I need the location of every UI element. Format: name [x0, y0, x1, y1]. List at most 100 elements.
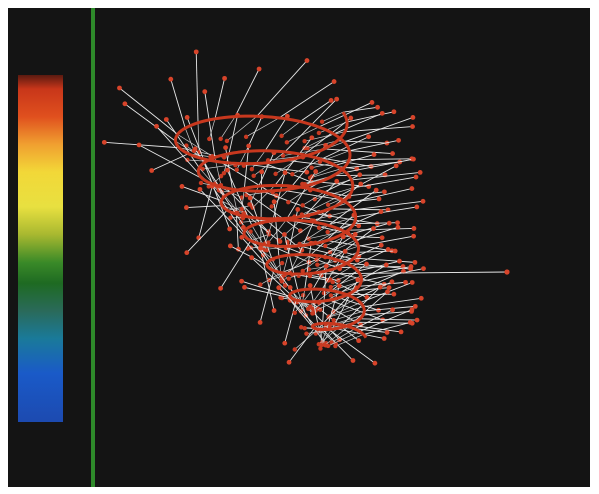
spoke — [335, 154, 375, 166]
node — [382, 189, 387, 195]
spoke — [355, 281, 393, 300]
node — [331, 79, 337, 84]
spoke — [284, 254, 311, 276]
node — [412, 303, 418, 309]
node — [334, 96, 340, 102]
node — [168, 76, 174, 82]
node — [356, 223, 362, 229]
helix — [173, 111, 368, 339]
spoke — [288, 188, 309, 203]
spoke — [236, 151, 247, 170]
node — [241, 224, 246, 230]
node — [325, 343, 331, 349]
node — [279, 279, 284, 284]
spoke — [333, 310, 365, 321]
spoke — [353, 200, 424, 211]
node — [408, 264, 414, 269]
spoke — [232, 191, 238, 214]
node — [185, 157, 190, 163]
spoke — [177, 134, 213, 157]
node — [420, 198, 426, 204]
node — [409, 280, 415, 285]
node — [372, 360, 378, 366]
node — [300, 268, 305, 274]
spoke — [304, 243, 312, 290]
node — [309, 135, 315, 141]
node — [417, 169, 423, 175]
spoke — [288, 327, 315, 363]
node — [258, 245, 263, 251]
spoke — [346, 111, 395, 123]
spoke — [124, 103, 176, 142]
node — [251, 173, 256, 178]
node — [269, 204, 274, 209]
spoke — [328, 306, 364, 318]
spoke — [348, 228, 414, 231]
spoke — [251, 150, 266, 170]
node — [279, 260, 285, 266]
node — [316, 342, 321, 347]
spoke — [314, 213, 378, 225]
node — [184, 250, 190, 256]
spoke — [281, 189, 342, 201]
node — [207, 136, 212, 142]
node — [304, 58, 310, 63]
spoke — [349, 191, 385, 197]
node — [386, 285, 392, 291]
spoke — [234, 68, 260, 117]
spoke — [278, 81, 335, 119]
spoke — [323, 174, 360, 193]
spoke — [357, 260, 400, 272]
node — [302, 145, 307, 151]
spoke — [226, 115, 258, 142]
node — [390, 151, 395, 156]
node — [354, 257, 360, 263]
spoke — [283, 148, 325, 156]
spoke — [333, 112, 383, 135]
node — [334, 178, 340, 184]
node — [136, 142, 142, 148]
node — [249, 166, 255, 172]
node — [259, 169, 265, 175]
node — [336, 283, 342, 289]
node — [295, 207, 301, 212]
spoke — [302, 191, 325, 206]
spoke — [274, 137, 313, 186]
spoke — [343, 117, 414, 143]
node — [371, 152, 377, 157]
node — [401, 268, 406, 274]
node — [284, 140, 290, 145]
node — [381, 336, 387, 341]
node — [257, 319, 263, 325]
node — [101, 139, 107, 145]
spoke — [199, 189, 246, 238]
node — [271, 199, 277, 205]
node — [373, 187, 379, 193]
spoke — [104, 141, 180, 149]
node — [364, 261, 369, 267]
spoke — [216, 186, 247, 230]
spoke — [260, 171, 263, 223]
node — [273, 171, 278, 177]
spoke — [195, 51, 199, 123]
node — [276, 285, 282, 291]
node — [389, 279, 395, 285]
spoke — [355, 226, 399, 241]
spoke — [324, 148, 393, 155]
spoke — [300, 180, 338, 221]
spoke — [334, 279, 359, 325]
spoke — [241, 280, 290, 297]
node — [411, 156, 416, 162]
node — [378, 242, 384, 248]
node — [407, 320, 413, 325]
node — [313, 169, 319, 174]
spoke — [363, 321, 411, 335]
node — [383, 262, 389, 268]
node — [386, 220, 392, 226]
node — [286, 199, 291, 205]
spoke — [328, 329, 376, 364]
node — [234, 167, 239, 173]
spoke — [289, 299, 313, 328]
spoke — [230, 245, 268, 266]
